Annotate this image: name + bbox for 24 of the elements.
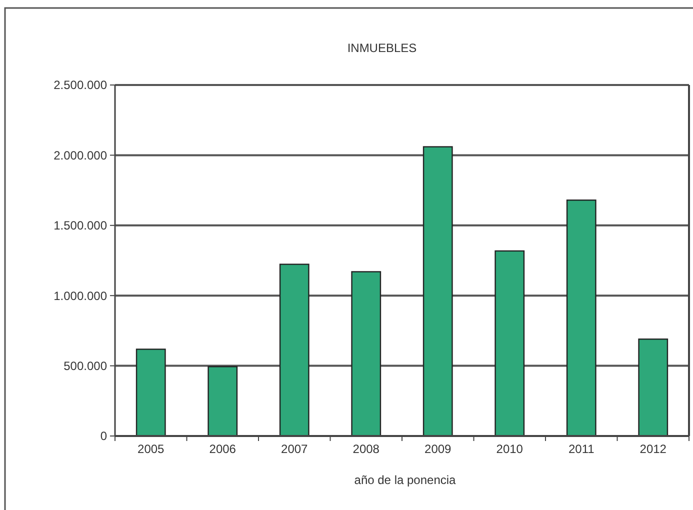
bar — [638, 338, 668, 437]
x-axis-title: año de la ponencia — [354, 473, 456, 487]
x-tick-label: 2011 — [568, 442, 595, 456]
x-tick-label: 2006 — [209, 442, 236, 456]
x-tick-label: 2009 — [424, 442, 452, 456]
bar — [351, 271, 382, 437]
bar — [422, 146, 453, 437]
bar — [566, 200, 596, 437]
chart-title: INMUEBLES — [347, 41, 417, 55]
x-tick-label: 2005 — [138, 442, 165, 456]
y-tick-label: 1.000.000 — [54, 288, 108, 303]
x-tick-label: 2007 — [281, 442, 308, 456]
bar — [494, 250, 525, 437]
bar — [279, 264, 310, 437]
y-tick-label: 500.000 — [64, 359, 108, 373]
y-tick-label: 2.500.000 — [54, 78, 108, 92]
x-tick-label: 2012 — [640, 442, 667, 456]
y-tick-label: 2.000.000 — [54, 148, 108, 162]
x-tick-label: 2008 — [352, 442, 380, 456]
bar — [136, 348, 166, 437]
y-tick-label: 1.500.000 — [54, 218, 108, 233]
x-tick-label: 2010 — [496, 442, 524, 456]
y-tick-label: 0 — [100, 429, 108, 444]
bar — [208, 366, 238, 437]
